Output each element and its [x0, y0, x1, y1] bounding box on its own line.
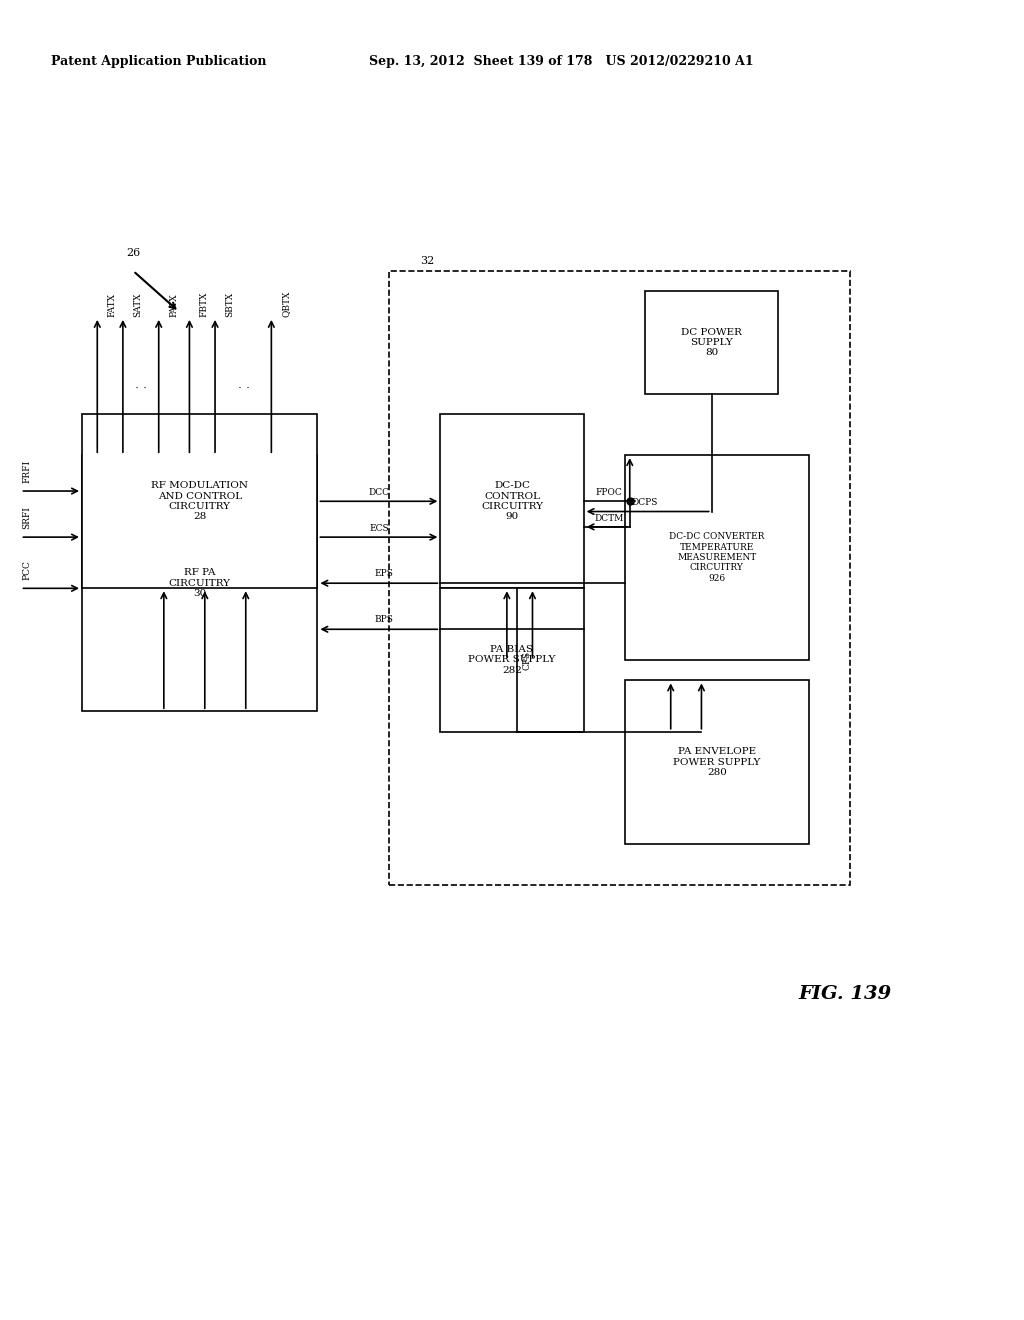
Bar: [82, 455, 317, 711]
Text: FATX: FATX: [108, 293, 117, 317]
Text: SRFI: SRFI: [23, 506, 32, 529]
Bar: [440, 589, 584, 731]
Bar: [440, 414, 584, 589]
Text: DCC: DCC: [369, 488, 389, 498]
Text: DC-DC CONVERTER
TEMPERATURE
MEASUREMENT
CIRCUITRY
926: DC-DC CONVERTER TEMPERATURE MEASUREMENT …: [669, 532, 765, 583]
Text: ECS: ECS: [369, 524, 389, 533]
Text: RF MODULATION
AND CONTROL
CIRCUITRY
28: RF MODULATION AND CONTROL CIRCUITRY 28: [152, 482, 248, 521]
Text: SBTX: SBTX: [225, 292, 234, 317]
Text: FPOC: FPOC: [596, 488, 623, 498]
Bar: [389, 271, 850, 886]
Text: Sep. 13, 2012  Sheet 139 of 178   US 2012/0229210 A1: Sep. 13, 2012 Sheet 139 of 178 US 2012/0…: [369, 55, 754, 69]
Bar: [625, 681, 809, 845]
Text: · ·: · ·: [135, 383, 147, 395]
Text: EPS: EPS: [375, 569, 393, 578]
Text: DCTM: DCTM: [595, 513, 624, 523]
Bar: [645, 292, 778, 393]
Text: FIG. 139: FIG. 139: [799, 985, 892, 1003]
Text: BPS: BPS: [375, 615, 393, 624]
Text: DC-DC
CONTROL
CIRCUITRY
90: DC-DC CONTROL CIRCUITRY 90: [481, 482, 543, 521]
Bar: [82, 414, 317, 589]
Text: CPS: CPS: [522, 651, 531, 669]
Text: PATX: PATX: [169, 293, 178, 317]
Text: FRFI: FRFI: [23, 459, 32, 483]
Text: Patent Application Publication: Patent Application Publication: [51, 55, 266, 69]
Text: DC POWER
SUPPLY
80: DC POWER SUPPLY 80: [681, 327, 742, 358]
Text: PA BIAS
POWER SUPPLY
282: PA BIAS POWER SUPPLY 282: [468, 645, 556, 675]
Text: 26: 26: [126, 248, 140, 257]
Text: RF PA
CIRCUITRY
30: RF PA CIRCUITRY 30: [169, 569, 230, 598]
Text: QBTX: QBTX: [282, 290, 291, 317]
Text: PA ENVELOPE
POWER SUPPLY
280: PA ENVELOPE POWER SUPPLY 280: [673, 747, 761, 777]
Bar: [625, 455, 809, 660]
Text: · ·: · ·: [238, 383, 250, 395]
Text: 32: 32: [420, 256, 434, 265]
Text: FBTX: FBTX: [200, 292, 209, 317]
Text: PCC: PCC: [23, 560, 32, 579]
Text: SATX: SATX: [133, 293, 142, 317]
Text: DCPS: DCPS: [632, 499, 658, 507]
